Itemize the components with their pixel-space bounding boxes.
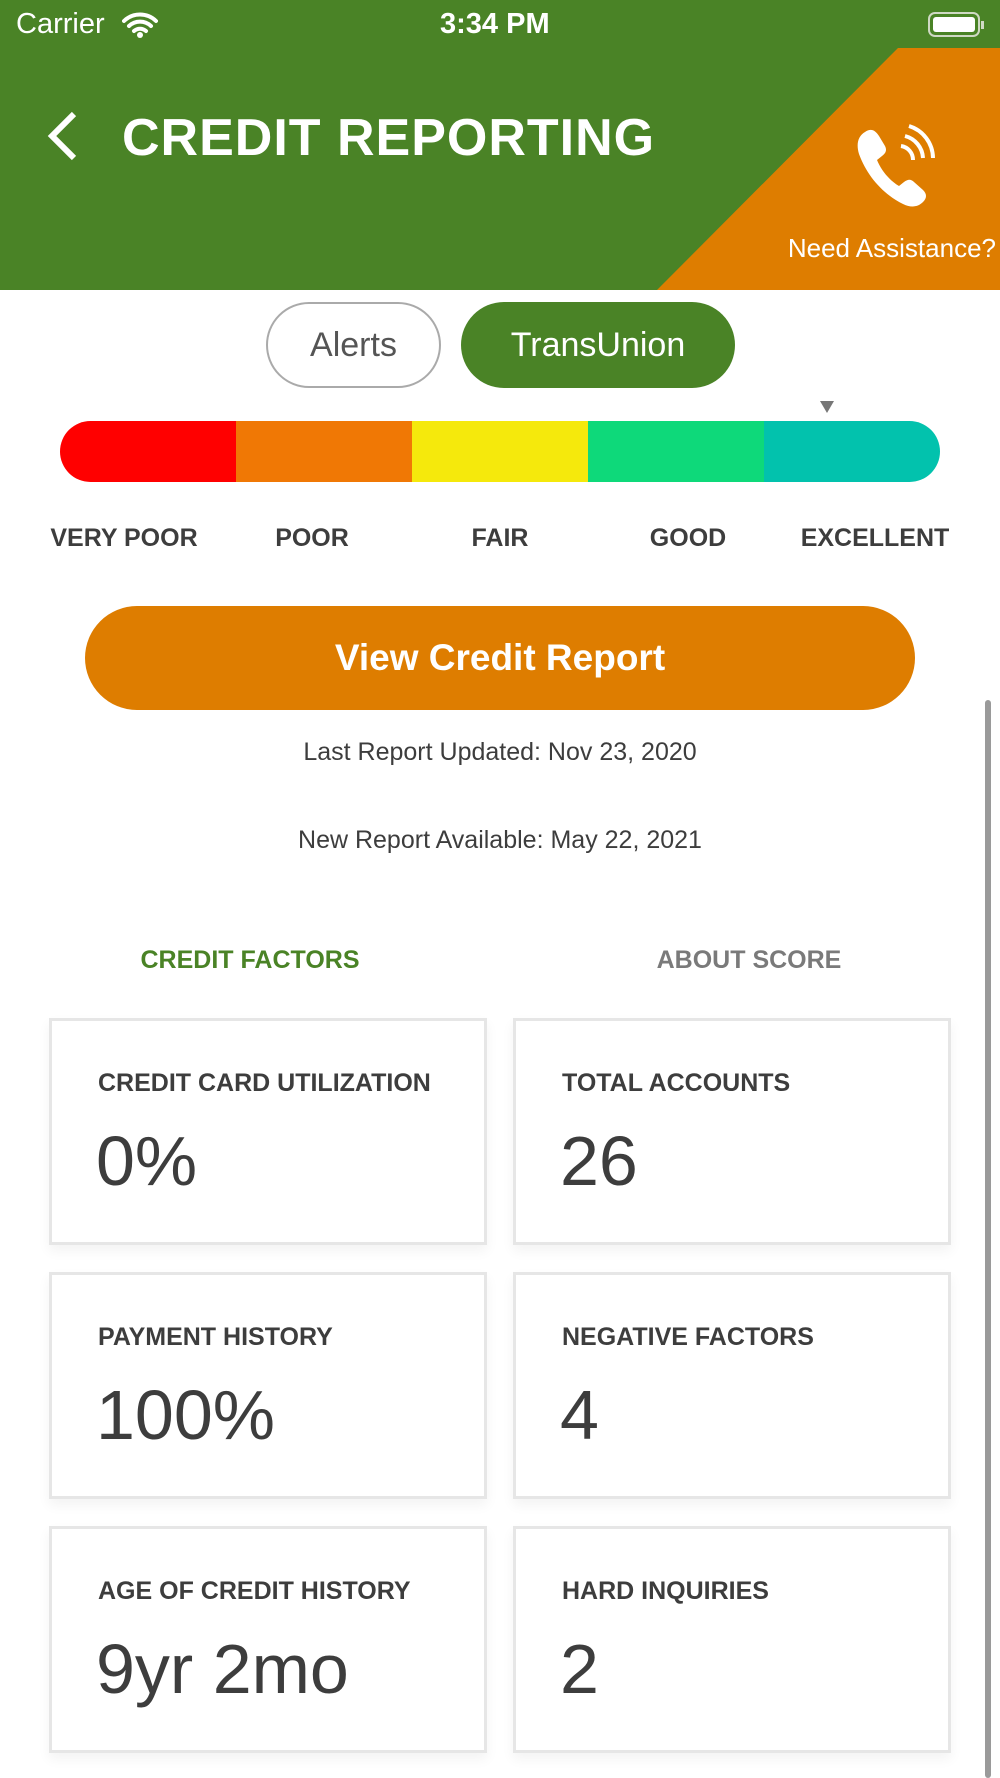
scale-label: VERY POOR bbox=[50, 524, 198, 552]
scale-segment-poor bbox=[236, 421, 412, 482]
factor-card-negative-factors[interactable]: NEGATIVE FACTORS 4 bbox=[513, 1272, 951, 1499]
factor-card-payment-history[interactable]: PAYMENT HISTORY 100% bbox=[49, 1272, 487, 1499]
clock: 3:34 PM bbox=[440, 8, 550, 40]
score-marker-icon bbox=[820, 401, 834, 413]
header: Carrier 3:34 PM CREDIT REPORTING Need As… bbox=[0, 0, 1000, 290]
card-value: 100% bbox=[96, 1376, 276, 1454]
factor-card-utilization[interactable]: CREDIT CARD UTILIZATION 0% bbox=[49, 1018, 487, 1245]
scale-label: GOOD bbox=[649, 524, 727, 552]
back-chevron-icon[interactable] bbox=[44, 110, 80, 162]
card-label: NEGATIVE FACTORS bbox=[562, 1323, 814, 1351]
factor-card-credit-age[interactable]: AGE OF CREDIT HISTORY 9yr 2mo bbox=[49, 1526, 487, 1753]
card-label: PAYMENT HISTORY bbox=[98, 1323, 333, 1351]
last-updated-text: Last Report Updated: Nov 23, 2020 bbox=[303, 738, 697, 766]
scale-segment-good bbox=[588, 421, 764, 482]
need-assistance-link[interactable]: Need Assistance? bbox=[787, 233, 996, 263]
card-label: AGE OF CREDIT HISTORY bbox=[98, 1577, 411, 1605]
card-value: 9yr 2mo bbox=[96, 1630, 349, 1708]
card-label: TOTAL ACCOUNTS bbox=[562, 1069, 791, 1097]
tab-about-score[interactable]: ABOUT SCORE bbox=[656, 946, 842, 974]
card-value: 4 bbox=[560, 1376, 599, 1454]
new-available-text: New Report Available: May 22, 2021 bbox=[298, 826, 702, 854]
phone-call-icon[interactable] bbox=[853, 124, 937, 208]
tab-alerts[interactable]: Alerts bbox=[266, 302, 441, 388]
page-title: CREDIT REPORTING bbox=[122, 109, 656, 167]
assistance-banner-background bbox=[657, 48, 1000, 290]
wifi-icon bbox=[122, 12, 158, 38]
card-label: HARD INQUIRIES bbox=[562, 1577, 769, 1605]
view-credit-report-button[interactable]: View Credit Report bbox=[85, 606, 915, 710]
scale-label: POOR bbox=[275, 524, 349, 552]
card-value: 26 bbox=[560, 1122, 638, 1200]
card-value: 2 bbox=[560, 1630, 599, 1708]
scale-label: FAIR bbox=[471, 524, 529, 552]
scrollbar[interactable] bbox=[985, 700, 991, 1778]
tab-credit-factors[interactable]: CREDIT FACTORS bbox=[140, 946, 360, 974]
scale-segment-fair bbox=[412, 421, 588, 482]
scale-segment-very-poor bbox=[60, 421, 236, 482]
card-label: CREDIT CARD UTILIZATION bbox=[98, 1069, 431, 1097]
tab-transunion[interactable]: TransUnion bbox=[461, 302, 735, 388]
factor-card-total-accounts[interactable]: TOTAL ACCOUNTS 26 bbox=[513, 1018, 951, 1245]
carrier-label: Carrier bbox=[16, 8, 105, 40]
battery-icon bbox=[928, 12, 984, 37]
card-value: 0% bbox=[96, 1122, 198, 1200]
score-scale-bar bbox=[60, 421, 940, 482]
scale-label: EXCELLENT bbox=[800, 524, 950, 552]
factor-card-hard-inquiries[interactable]: HARD INQUIRIES 2 bbox=[513, 1526, 951, 1753]
scale-segment-excellent bbox=[764, 421, 940, 482]
